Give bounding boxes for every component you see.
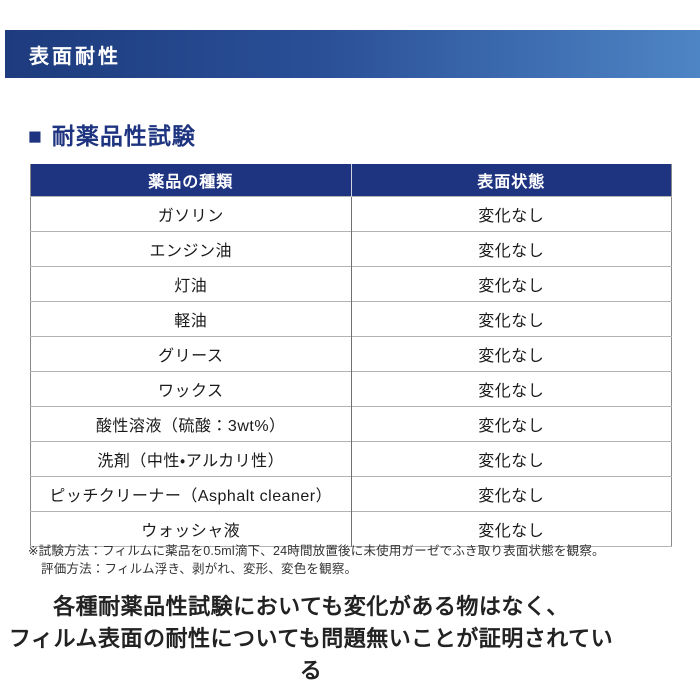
title-banner: 表面耐性 bbox=[5, 30, 700, 78]
chemical-resistance-table: 薬品の種類 表面状態 ガソリン 変化なし エンジン油 変化なし 灯油 変化なし 軽油 変化なし… bbox=[30, 164, 672, 547]
chemical-name-cell: ガソリン bbox=[30, 196, 352, 232]
conclusion-text: 各種耐薬品性試験においても変化がある物はなく、 フィルム表面の耐性についても問題… bbox=[0, 591, 622, 687]
column-header-surface-state: 表面状態 bbox=[350, 164, 672, 197]
square-bullet-icon: ■ bbox=[28, 123, 43, 149]
table-header-row: 薬品の種類 表面状態 bbox=[30, 164, 672, 197]
section-heading-label: 耐薬品性試験 bbox=[51, 123, 196, 149]
footnote-evaluation-method: 評価方法：フィルム浮き、剥がれ、変形、変色を観察。 bbox=[41, 562, 358, 576]
table-row: 酸性溶液（硫酸：3wt%） 変化なし bbox=[30, 406, 672, 442]
surface-result-cell: 変化なし bbox=[351, 476, 672, 512]
chemical-name-cell: 灯油 bbox=[30, 266, 352, 302]
table-row: 軽油 変化なし bbox=[30, 301, 672, 337]
surface-result-cell: 変化なし bbox=[351, 406, 672, 442]
table-row: 洗剤（中性・アルカリ性） 変化なし bbox=[30, 441, 672, 477]
table-row: ピッチクリーナー（Asphalt cleaner） 変化なし bbox=[30, 476, 672, 512]
column-header-chemical-type: 薬品の種類 bbox=[30, 164, 351, 197]
chemical-name-cell: エンジン油 bbox=[30, 231, 352, 267]
surface-result-cell: 変化なし bbox=[351, 301, 672, 337]
table-row: ウォッシャ液 変化なし bbox=[30, 511, 672, 547]
table-row: ワックス 変化なし bbox=[30, 371, 672, 407]
chemical-name-cell: 軽油 bbox=[30, 301, 352, 337]
chemical-table-body: ガソリン 変化なし エンジン油 変化なし 灯油 変化なし 軽油 変化なし グリース 変化なし ワック… bbox=[30, 196, 672, 547]
surface-result-cell: 変化なし bbox=[351, 231, 672, 267]
surface-result-cell: 変化なし bbox=[351, 196, 672, 232]
table-header: 薬品の種類 表面状態 bbox=[30, 164, 672, 197]
table-row: グリース 変化なし bbox=[30, 336, 672, 372]
conclusion-line-1: 各種耐薬品性試験においても変化がある物はなく、 bbox=[53, 594, 569, 619]
chemical-name-cell: グリース bbox=[30, 336, 352, 372]
table-row: エンジン油 変化なし bbox=[30, 231, 672, 267]
footnote-test-method: ※試験方法：フィルムに薬品を0.5ml滴下、24時間放置後に未使用ガーゼでふき取… bbox=[28, 544, 605, 558]
surface-result-cell: 変化なし bbox=[351, 336, 672, 372]
conclusion-line-2: フィルム表面の耐性についても問題無いことが証明されている bbox=[8, 626, 614, 683]
banner-title: 表面耐性 bbox=[29, 45, 121, 68]
table-row: 灯油 変化なし bbox=[30, 266, 672, 302]
chemical-name-cell: ピッチクリーナー（Asphalt cleaner） bbox=[30, 476, 352, 512]
chemical-resistance-table-wrap: 薬品の種類 表面状態 ガソリン 変化なし エンジン油 変化なし 灯油 変化なし 軽油 変化なし… bbox=[30, 164, 672, 547]
table-row: ガソリン 変化なし bbox=[30, 196, 672, 232]
section-heading: ■ 耐薬品性試験 bbox=[28, 125, 196, 148]
surface-result-cell: 変化なし bbox=[351, 441, 672, 477]
chemical-name-cell: ウォッシャ液 bbox=[30, 511, 352, 547]
surface-result-cell: 変化なし bbox=[351, 511, 672, 547]
chemical-name-cell: ワックス bbox=[30, 371, 352, 407]
surface-result-cell: 変化なし bbox=[351, 266, 672, 302]
chemical-name-cell: 酸性溶液（硫酸：3wt%） bbox=[30, 406, 352, 442]
footnote: ※試験方法：フィルムに薬品を0.5ml滴下、24時間放置後に未使用ガーゼでふき取… bbox=[28, 542, 605, 578]
surface-result-cell: 変化なし bbox=[351, 371, 672, 407]
chemical-name-cell: 洗剤（中性・アルカリ性） bbox=[30, 441, 352, 477]
